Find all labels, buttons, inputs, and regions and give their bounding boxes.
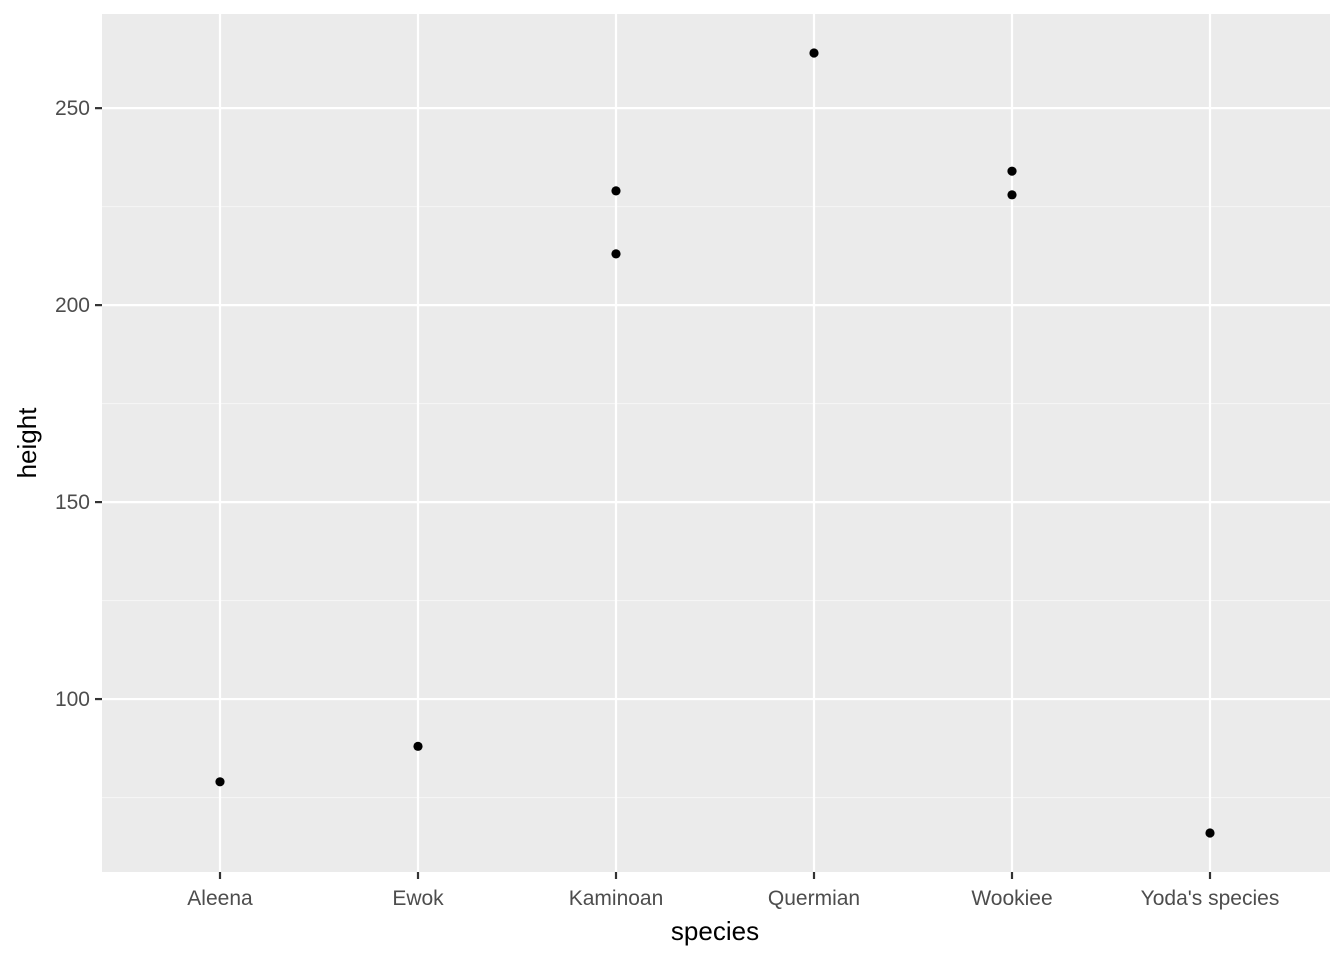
data-point-0 <box>215 777 225 787</box>
data-point-1 <box>413 741 423 751</box>
x-tick-label-yoda-s-species: Yoda's species <box>1141 887 1280 910</box>
data-point-2 <box>611 186 621 196</box>
y-tick-label-100: 100 <box>55 688 90 711</box>
minor-gridlines <box>102 206 1330 799</box>
data-point-7 <box>1205 828 1215 838</box>
y-tick-label-250: 250 <box>55 97 90 120</box>
x-axis-tick-labels: Aleena Ewok Kaminoan Quermian Wookiee Yoda's … <box>187 887 1279 910</box>
x-axis-title: species <box>671 916 759 946</box>
x-tick-label-wookiee: Wookiee <box>971 887 1052 910</box>
data-point-3 <box>611 249 621 259</box>
x-tick-label-ewok: Ewok <box>392 887 444 910</box>
data-point-6 <box>1007 190 1017 200</box>
y-tick-label-150: 150 <box>55 491 90 514</box>
x-axis-ticks <box>218 872 1212 879</box>
y-axis-ticks <box>95 107 102 701</box>
plot-panel <box>102 14 1330 872</box>
major-gridlines <box>102 14 1330 872</box>
x-tick-label-aleena: Aleena <box>187 887 253 910</box>
y-axis-tick-labels: 100 150 200 250 <box>55 97 90 711</box>
y-axis-title: height <box>12 407 42 479</box>
data-point-4 <box>809 48 819 58</box>
y-tick-label-200: 200 <box>55 294 90 317</box>
x-tick-label-kaminoan: Kaminoan <box>569 887 664 910</box>
data-point-5 <box>1007 166 1017 176</box>
data-points <box>215 48 1215 838</box>
x-tick-label-quermian: Quermian <box>768 887 860 910</box>
